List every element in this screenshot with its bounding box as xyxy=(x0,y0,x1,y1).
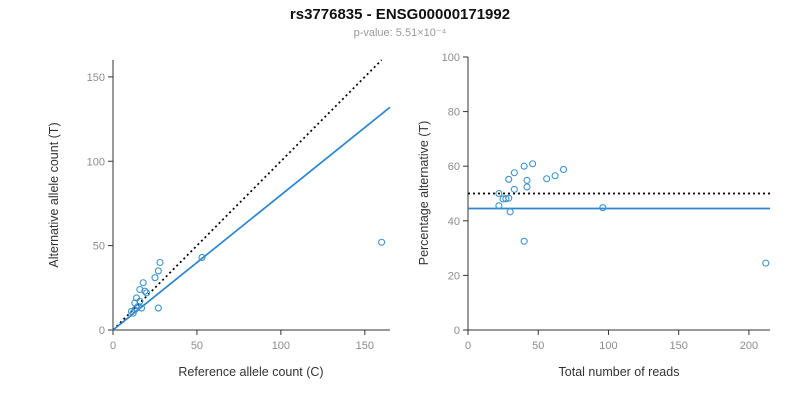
data-point xyxy=(495,189,503,198)
data-point xyxy=(154,304,162,312)
data-point xyxy=(506,208,514,216)
data-point xyxy=(520,237,528,245)
data-point xyxy=(156,258,164,267)
y-tick-label: 60 xyxy=(448,161,460,173)
data-point xyxy=(198,253,206,261)
data-point xyxy=(510,169,518,177)
data-point xyxy=(551,172,559,180)
data-point xyxy=(762,259,770,267)
data-point xyxy=(495,202,503,210)
data-point xyxy=(505,194,513,202)
regression-line xyxy=(112,106,391,331)
data-point xyxy=(129,309,137,317)
right-x-axis-label: Total number of reads xyxy=(559,365,680,379)
x-tick-label: 200 xyxy=(740,340,758,352)
data-point xyxy=(378,238,386,246)
y-tick-label: 0 xyxy=(454,325,460,337)
data-point xyxy=(505,175,513,183)
x-tick-label: 0 xyxy=(465,340,471,352)
data-point xyxy=(599,204,607,212)
x-tick-label: 50 xyxy=(532,340,544,352)
identity-line xyxy=(112,59,383,331)
left-y-axis-label: Alternative allele count (T) xyxy=(47,122,61,267)
data-point xyxy=(139,279,147,287)
y-tick-label: 0 xyxy=(99,325,105,337)
data-point xyxy=(543,175,551,183)
data-point xyxy=(559,165,568,174)
x-tick-label: 150 xyxy=(356,340,374,352)
y-tick-label: 20 xyxy=(448,270,460,282)
data-point xyxy=(523,183,531,191)
chart-subtitle: p-value: 5.51×10⁻⁴ xyxy=(353,27,447,39)
data-point xyxy=(523,176,531,184)
y-tick-label: 100 xyxy=(442,52,460,64)
left-scatter-panel: 0 50 100 150 0 50 100 150 xyxy=(87,59,391,352)
y-tick-label: 80 xyxy=(448,107,460,119)
data-point xyxy=(510,185,518,193)
right-scatter-panel: 0 50 100 150 200 0 20 40 60 80 100 xyxy=(442,52,770,352)
data-point xyxy=(136,297,144,305)
data-point xyxy=(137,304,146,312)
y-tick-label: 150 xyxy=(87,72,105,84)
chart-title: rs3776835 - ENSG00000171992 xyxy=(289,6,511,23)
data-point xyxy=(141,287,149,295)
data-point xyxy=(502,195,510,203)
data-point xyxy=(529,160,537,168)
right-y-axis-label: Percentage alternative (T) xyxy=(417,121,431,266)
y-tick-label: 50 xyxy=(93,241,105,253)
data-point xyxy=(127,307,136,315)
x-tick-label: 150 xyxy=(670,340,688,352)
data-point xyxy=(154,267,162,275)
left-x-axis-label: Reference allele count (C) xyxy=(178,365,323,379)
data-point xyxy=(132,304,141,312)
x-tick-label: 100 xyxy=(272,340,290,352)
y-tick-label: 40 xyxy=(448,216,460,228)
data-point xyxy=(143,289,151,297)
data-point xyxy=(151,274,159,282)
data-point xyxy=(520,162,528,170)
y-tick-label: 100 xyxy=(87,156,105,168)
x-tick-label: 0 xyxy=(110,340,116,352)
x-tick-label: 100 xyxy=(599,340,617,352)
x-tick-label: 50 xyxy=(191,340,203,352)
